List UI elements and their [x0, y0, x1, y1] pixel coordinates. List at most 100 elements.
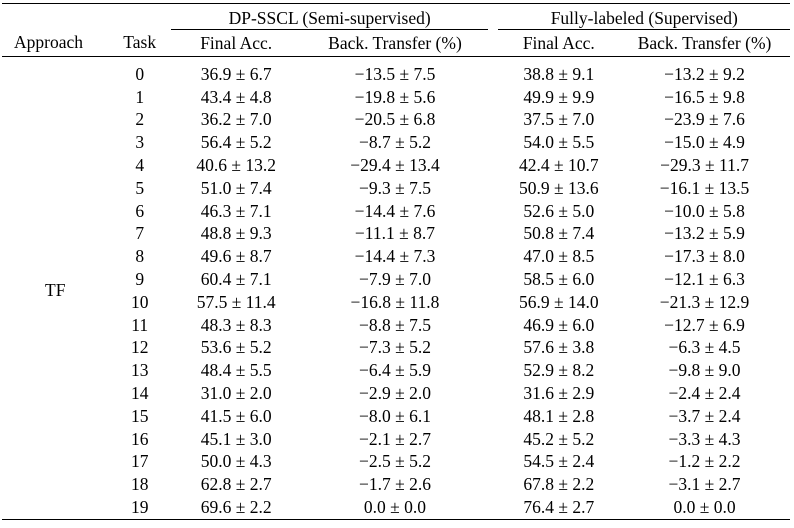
- task-cell: 14: [130, 383, 149, 404]
- fl-final-acc-cell: 42.4 ± 10.7: [518, 155, 599, 176]
- table-header: DP-SSCL (Semi-supervised) Fully-labeled …: [2, 3, 790, 57]
- fl-final-acc-cell: 48.1 ± 2.8: [523, 405, 595, 426]
- fl-back-transfer-cell: −17.3 ± 8.0: [664, 246, 745, 267]
- table-row: 3 56.4 ± 5.2 −8.7 ± 5.2 54.0 ± 5.5 −15.0…: [2, 131, 790, 154]
- dp-back-transfer-cell: −11.1 ± 8.7: [354, 223, 435, 244]
- fl-back-transfer-cell: −15.0 ± 4.9: [664, 132, 745, 153]
- dp-final-acc-cell: 69.6 ± 2.2: [170, 496, 302, 520]
- dp-final-acc-cell: 43.4 ± 4.8: [200, 86, 272, 107]
- fl-back-transfer-cell: −12.7 ± 6.9: [664, 314, 745, 335]
- column-header-dp-final-acc: Final Acc.: [170, 29, 302, 57]
- fl-final-acc-cell: 54.5 ± 2.4: [523, 451, 595, 472]
- dp-back-transfer-cell: −8.8 ± 7.5: [358, 314, 431, 335]
- table-row: 15 41.5 ± 6.0 −8.0 ± 6.1 48.1 ± 2.8 −3.7…: [2, 405, 790, 428]
- dp-back-transfer-cell: −2.9 ± 2.0: [358, 383, 431, 404]
- task-cell: 9: [135, 269, 145, 290]
- dp-back-transfer-cell: −19.8 ± 5.6: [354, 86, 436, 107]
- table-row: 6 46.3 ± 7.1 −14.4 ± 7.6 52.6 ± 5.0 −10.…: [2, 200, 790, 223]
- task-cell: 18: [130, 474, 149, 495]
- table-row: 7 48.8 ± 9.3 −11.1 ± 8.7 50.8 ± 7.4 −13.…: [2, 223, 790, 246]
- dp-back-transfer-cell: −29.4 ± 13.4: [350, 155, 440, 176]
- fl-back-transfer-cell: −13.2 ± 9.2: [664, 63, 745, 84]
- column-header-fl-back-transfer: Back. Transfer (%): [619, 29, 790, 57]
- table-row: 1 43.4 ± 4.8 −19.8 ± 5.6 49.9 ± 9.9 −16.…: [2, 86, 790, 109]
- fl-back-transfer-cell: −3.7 ± 2.4: [668, 405, 741, 426]
- task-cell: 4: [135, 155, 145, 176]
- fl-back-transfer-cell: −3.1 ± 2.7: [668, 474, 741, 495]
- task-cell: 5: [135, 177, 145, 198]
- dp-back-transfer-cell: −7.9 ± 7.0: [358, 269, 431, 290]
- group-header-gap: [488, 3, 499, 30]
- fl-back-transfer-cell: −16.5 ± 9.8: [664, 86, 745, 107]
- fl-back-transfer-cell: −29.3 ± 11.7: [660, 155, 749, 176]
- fl-back-transfer-cell: −6.3 ± 4.5: [668, 337, 741, 358]
- dp-final-acc-cell: 57.5 ± 11.4: [196, 291, 276, 312]
- dp-back-transfer-cell: −8.7 ± 5.2: [358, 132, 431, 153]
- dp-back-transfer-cell: −13.5 ± 7.5: [354, 63, 436, 84]
- fl-back-transfer-cell: −2.4 ± 2.4: [668, 383, 741, 404]
- dp-back-transfer-cell: −2.5 ± 5.2: [358, 451, 431, 472]
- table-row: 10 57.5 ± 11.4 −16.8 ± 11.8 56.9 ± 14.0 …: [2, 291, 790, 314]
- table-row: 8 49.6 ± 8.7 −14.4 ± 7.3 47.0 ± 8.5 −17.…: [2, 245, 790, 268]
- dp-final-acc-cell: 36.9 ± 6.7: [200, 63, 272, 84]
- fl-final-acc-cell: 46.9 ± 6.0: [523, 314, 595, 335]
- fl-final-acc-cell: 31.6 ± 2.9: [523, 383, 595, 404]
- dp-final-acc-cell: 49.6 ± 8.7: [200, 246, 272, 267]
- fl-back-transfer-cell: −10.0 ± 5.8: [664, 200, 745, 221]
- task-cell: 8: [135, 246, 145, 267]
- task-cell: 7: [135, 223, 145, 244]
- dp-final-acc-cell: 60.4 ± 7.1: [200, 269, 272, 290]
- dp-final-acc-cell: 48.8 ± 9.3: [200, 223, 272, 244]
- fl-final-acc-cell: 76.4 ± 2.7: [498, 496, 620, 520]
- group-header-empty: [2, 3, 109, 30]
- table-row: 17 50.0 ± 4.3 −2.5 ± 5.2 54.5 ± 2.4 −1.2…: [2, 451, 790, 474]
- dp-back-transfer-cell: −16.8 ± 11.8: [350, 291, 440, 312]
- table-row: 18 62.8 ± 2.7 −1.7 ± 2.6 67.8 ± 2.2 −3.1…: [2, 473, 790, 496]
- fl-back-transfer-cell: −16.1 ± 13.5: [659, 177, 750, 198]
- dp-final-acc-cell: 46.3 ± 7.1: [200, 200, 272, 221]
- table-row: 16 45.1 ± 3.0 −2.1 ± 2.7 45.2 ± 5.2 −3.3…: [2, 428, 790, 451]
- dp-back-transfer-cell: −8.0 ± 6.1: [358, 405, 431, 426]
- table-row: 2 36.2 ± 7.0 −20.5 ± 6.8 37.5 ± 7.0 −23.…: [2, 109, 790, 132]
- task-cell: 11: [131, 314, 149, 335]
- table-row: 14 31.0 ± 2.0 −2.9 ± 2.0 31.6 ± 2.9 −2.4…: [2, 382, 790, 405]
- table-row: 19 69.6 ± 2.2 0.0 ± 0.0 76.4 ± 2.7 0.0 ±…: [2, 496, 790, 520]
- results-table: DP-SSCL (Semi-supervised) Fully-labeled …: [2, 3, 790, 520]
- dp-final-acc-cell: 51.0 ± 7.4: [200, 177, 272, 198]
- task-cell: 19: [108, 496, 171, 520]
- fl-back-transfer-cell: −1.2 ± 2.2: [668, 451, 741, 472]
- fl-back-transfer-cell: −9.8 ± 9.0: [668, 360, 741, 381]
- dp-back-transfer-cell: −9.3 ± 7.5: [358, 177, 431, 198]
- column-header-task: Task: [108, 29, 171, 57]
- dp-back-transfer-cell: −20.5 ± 6.8: [354, 109, 436, 130]
- task-cell: 17: [130, 451, 149, 472]
- task-cell: 2: [135, 109, 145, 130]
- table-row: TF 0 36.9 ± 6.7 −13.5 ± 7.5 38.8 ± 9.1 −…: [2, 63, 790, 520]
- fl-final-acc-cell: 57.6 ± 3.8: [523, 337, 595, 358]
- dp-final-acc-cell: 40.6 ± 13.2: [196, 155, 276, 176]
- table-row: 13 48.4 ± 5.5 −6.4 ± 5.9 52.9 ± 8.2 −9.8…: [2, 359, 790, 382]
- fl-back-transfer-cell: −23.9 ± 7.6: [664, 109, 745, 130]
- task-cell: 3: [135, 132, 145, 153]
- dp-final-acc-cell: 56.4 ± 5.2: [200, 132, 272, 153]
- column-header-fl-final-acc: Final Acc.: [498, 29, 620, 57]
- group-header-fully-labeled: Fully-labeled (Supervised): [498, 3, 790, 30]
- fl-final-acc-cell: 50.9 ± 13.6: [518, 177, 599, 198]
- fl-back-transfer-cell: −12.1 ± 6.3: [664, 269, 745, 290]
- table-row: 9 60.4 ± 7.1 −7.9 ± 7.0 58.5 ± 6.0 −12.1…: [2, 268, 790, 291]
- column-header-dp-back-transfer: Back. Transfer (%): [301, 29, 489, 57]
- table-row: 11 48.3 ± 8.3 −8.8 ± 7.5 46.9 ± 6.0 −12.…: [2, 314, 790, 337]
- dp-final-acc-cell: 53.6 ± 5.2: [200, 337, 272, 358]
- fl-final-acc-cell: 67.8 ± 2.2: [523, 474, 595, 495]
- dp-back-transfer-cell: −14.4 ± 7.6: [354, 200, 436, 221]
- task-cell: 6: [135, 200, 145, 221]
- dp-back-transfer-cell: −1.7 ± 2.6: [358, 474, 431, 495]
- group-header-dp-sscl: DP-SSCL (Semi-supervised): [170, 3, 489, 30]
- task-cell: 1: [135, 86, 145, 107]
- approach-cell: TF: [2, 63, 109, 520]
- dp-back-transfer-cell: −6.4 ± 5.9: [358, 360, 431, 381]
- task-cell: 13: [130, 360, 149, 381]
- table-row: 12 53.6 ± 5.2 −7.3 ± 5.2 57.6 ± 3.8 −6.3…: [2, 337, 790, 360]
- column-header-gap: [488, 29, 499, 57]
